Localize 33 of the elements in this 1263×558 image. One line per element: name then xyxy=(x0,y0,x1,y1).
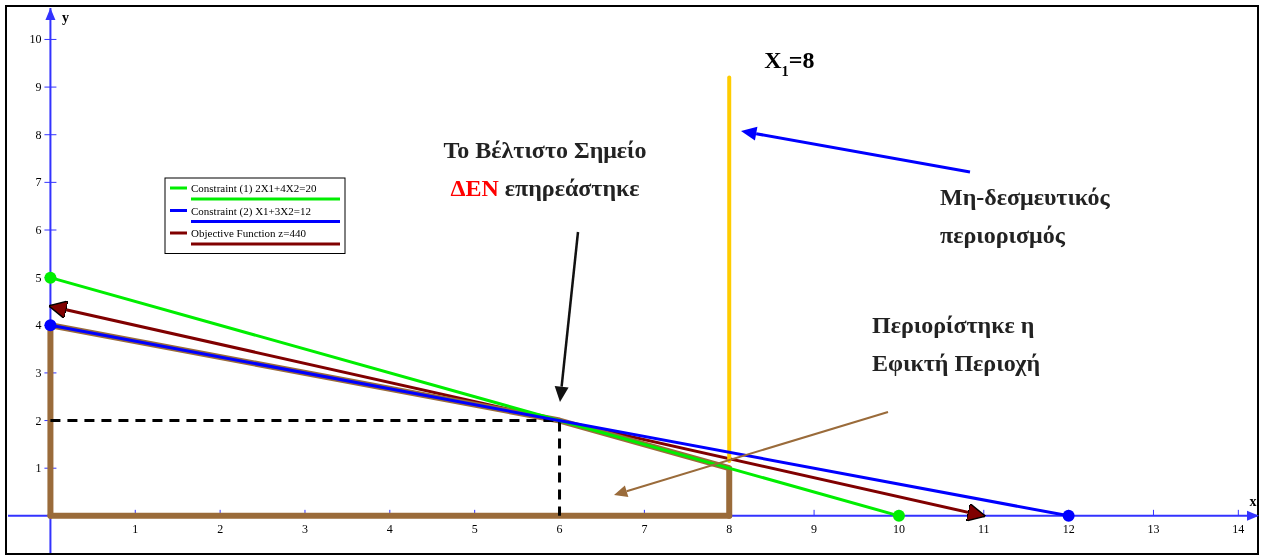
x-tick-label: 4 xyxy=(386,521,393,536)
legend-label: Objective Function z=440 xyxy=(191,227,307,239)
y-axis-title: y xyxy=(61,10,69,25)
y-tick-label: 9 xyxy=(35,80,42,95)
y-tick-label: 6 xyxy=(35,223,42,237)
x-tick-label: 13 xyxy=(1147,521,1160,536)
y-tick-label: 10 xyxy=(29,32,42,47)
x-tick-label: 2 xyxy=(217,521,224,536)
x-tick-label: 5 xyxy=(471,521,478,536)
x-tick-label: 14 xyxy=(1232,521,1245,536)
y-tick-label: 8 xyxy=(35,127,42,142)
x-tick-label: 8 xyxy=(726,521,733,536)
x-axis-title: x xyxy=(1249,493,1257,509)
y-tick-label: 2 xyxy=(35,413,42,428)
legend-label: Constraint (2) X1+3X2=12 xyxy=(191,204,311,218)
x-tick-label: 10 xyxy=(892,521,905,536)
legend-label: Constraint (1) 2X1+4X2=20 xyxy=(191,182,317,195)
annotation: X$_{1}$=8 xyxy=(764,46,815,79)
x-tick-label: 6 xyxy=(556,521,563,536)
x-tick-label: 11 xyxy=(978,521,990,536)
x-tick-label: 9 xyxy=(811,521,818,536)
annotation: Περιορίστηκε η Εφικτή Περιοχή xyxy=(872,312,1041,376)
annotation: Μη-δεσμευτικός περιορισμός xyxy=(940,184,1111,248)
y-tick-label: 7 xyxy=(35,175,42,190)
x-tick-label: 1 xyxy=(132,521,139,536)
y-tick-label: 5 xyxy=(35,270,42,285)
y-tick-label: 4 xyxy=(35,318,42,333)
x-tick-label: 12 xyxy=(1062,521,1075,536)
x-tick-label: 3 xyxy=(301,521,308,536)
y-tick-label: 3 xyxy=(35,365,42,380)
y-tick-label: 1 xyxy=(35,461,42,476)
annotation: Το Βέλτιστο Σημείο ΔΕΝ επηρεάστηκε xyxy=(443,137,647,201)
x-tick-label: 7 xyxy=(641,521,648,536)
